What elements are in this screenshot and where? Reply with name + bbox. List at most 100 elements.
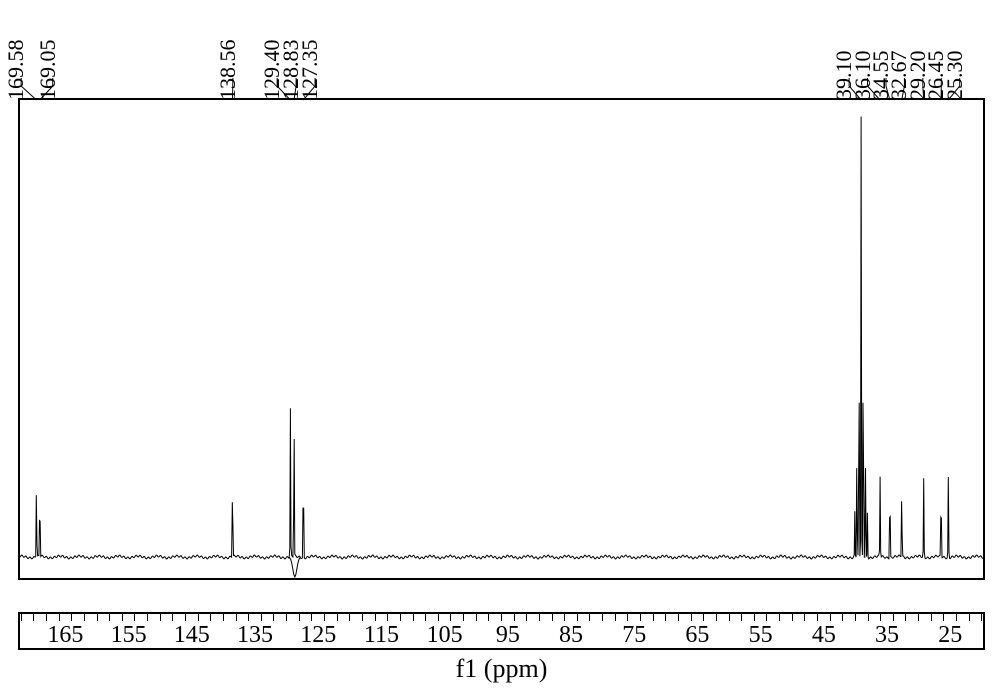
x-tick-minor [868, 614, 869, 621]
spectrum-svg [0, 0, 1000, 699]
x-tick-minor [716, 614, 717, 621]
peak-label: 169.05 [35, 40, 61, 101]
x-tick-minor [931, 614, 932, 621]
x-tick-minor [653, 614, 654, 621]
x-tick-minor [488, 614, 489, 621]
x-tick-minor [413, 614, 414, 621]
x-tick-minor [501, 614, 502, 621]
x-tick-minor [362, 614, 363, 621]
x-tick-minor [665, 614, 666, 621]
x-tick-minor [476, 614, 477, 621]
x-tick-minor [754, 614, 755, 621]
x-tick-minor [526, 614, 527, 621]
x-tick-minor [425, 614, 426, 621]
x-tick-minor [387, 614, 388, 621]
x-tick-minor [97, 614, 98, 621]
x-tick-minor [830, 614, 831, 621]
x-tick-minor [514, 614, 515, 621]
x-tick-minor [640, 614, 641, 621]
x-tick-minor [779, 614, 780, 621]
x-tick-minor [589, 614, 590, 621]
x-tick-minor [198, 614, 199, 621]
x-tick-minor [71, 614, 72, 621]
x-tick-minor [539, 614, 540, 621]
x-tick-minor [842, 614, 843, 621]
x-tick-minor [438, 614, 439, 621]
x-tick-minor [400, 614, 401, 621]
x-axis-title: f1 (ppm) [456, 654, 548, 684]
x-tick-minor [185, 614, 186, 621]
x-tick-label: 45 [812, 622, 836, 649]
x-tick-minor [564, 614, 565, 621]
x-tick-minor [969, 614, 970, 621]
x-tick-label: 105 [427, 622, 463, 649]
x-tick-label: 35 [875, 622, 899, 649]
x-tick-label: 155 [111, 622, 147, 649]
x-tick-minor [349, 614, 350, 621]
x-tick-minor [311, 614, 312, 621]
x-tick-label: 75 [622, 622, 646, 649]
x-tick-minor [792, 614, 793, 621]
x-tick-label: 135 [237, 622, 273, 649]
x-tick-label: 125 [300, 622, 336, 649]
x-tick-minor [804, 614, 805, 621]
x-tick-label: 165 [47, 622, 83, 649]
x-tick-minor [21, 614, 22, 621]
x-tick-minor [147, 614, 148, 621]
negative-artifact [289, 557, 301, 577]
x-tick-minor [678, 614, 679, 621]
x-tick-minor [463, 614, 464, 621]
x-tick-minor [59, 614, 60, 621]
peak-label: 138.56 [215, 40, 241, 101]
x-tick-label: 145 [174, 622, 210, 649]
x-tick-label: 55 [749, 622, 773, 649]
x-tick-minor [729, 614, 730, 621]
x-tick-minor [46, 614, 47, 621]
x-tick-minor [741, 614, 742, 621]
x-tick-minor [33, 614, 34, 621]
x-tick-minor [261, 614, 262, 621]
x-tick-minor [880, 614, 881, 621]
x-tick-minor [703, 614, 704, 621]
x-tick-minor [223, 614, 224, 621]
x-tick-label: 25 [938, 622, 962, 649]
x-tick-minor [273, 614, 274, 621]
x-tick-minor [210, 614, 211, 621]
x-tick-minor [375, 614, 376, 621]
x-tick-minor [905, 614, 906, 621]
x-tick-minor [627, 614, 628, 621]
x-tick-minor [450, 614, 451, 621]
x-tick-minor [766, 614, 767, 621]
x-tick-minor [109, 614, 110, 621]
x-tick-minor [943, 614, 944, 621]
x-tick-label: 85 [559, 622, 583, 649]
x-tick-minor [817, 614, 818, 621]
x-tick-label: 115 [364, 622, 399, 649]
x-tick-minor [122, 614, 123, 621]
x-tick-label: 65 [685, 622, 709, 649]
x-tick-minor [299, 614, 300, 621]
peak-label: 25.30 [942, 51, 968, 101]
x-tick-minor [172, 614, 173, 621]
x-tick-minor [918, 614, 919, 621]
x-tick-minor [615, 614, 616, 621]
x-tick-minor [248, 614, 249, 621]
x-tick-minor [286, 614, 287, 621]
spectrum-trace [18, 117, 985, 560]
x-tick-minor [691, 614, 692, 621]
x-tick-minor [552, 614, 553, 621]
x-tick-minor [577, 614, 578, 621]
x-tick-label: 95 [496, 622, 520, 649]
x-tick-minor [324, 614, 325, 621]
x-tick-minor [236, 614, 237, 621]
x-tick-minor [893, 614, 894, 621]
x-tick-minor [855, 614, 856, 621]
x-tick-minor [134, 614, 135, 621]
x-tick-minor [981, 614, 982, 621]
x-tick-minor [602, 614, 603, 621]
x-tick-minor [337, 614, 338, 621]
x-tick-minor [956, 614, 957, 621]
x-tick-minor [84, 614, 85, 621]
x-tick-minor [160, 614, 161, 621]
peak-label: 169.58 [3, 40, 29, 101]
